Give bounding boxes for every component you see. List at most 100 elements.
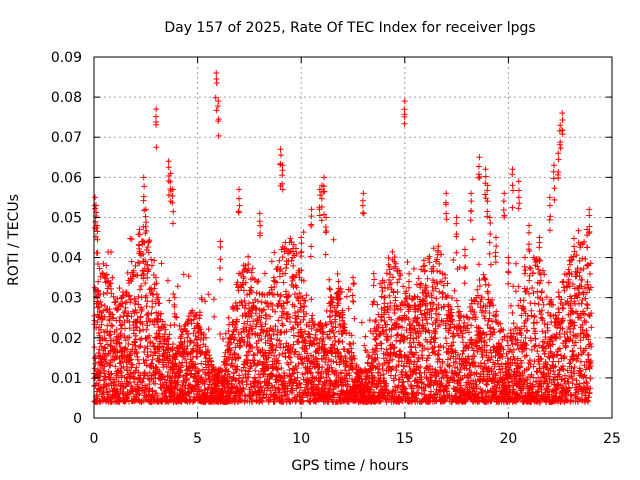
data-point (123, 289, 130, 296)
data-point (150, 342, 157, 349)
data-point (149, 298, 156, 305)
data-point (204, 386, 211, 393)
data-point (144, 322, 151, 329)
data-point (100, 367, 107, 374)
data-point (142, 280, 149, 287)
data-point (161, 376, 168, 383)
data-point (138, 282, 145, 289)
data-point (188, 320, 195, 327)
data-point (127, 296, 134, 303)
data-point (119, 300, 126, 307)
data-point (198, 360, 205, 367)
data-point (185, 320, 192, 327)
data-point (126, 292, 133, 299)
data-point (97, 369, 104, 376)
data-point (117, 314, 124, 321)
data-point (101, 314, 108, 321)
data-point (180, 271, 187, 278)
data-point (132, 262, 139, 269)
data-point (110, 315, 117, 322)
data-point (134, 356, 141, 363)
data-point (148, 310, 155, 317)
data-point (126, 334, 133, 341)
data-point (192, 385, 199, 392)
data-point (140, 270, 147, 277)
data-point (115, 378, 122, 385)
data-point (143, 292, 150, 299)
data-point (151, 380, 158, 387)
data-point (141, 369, 148, 376)
data-point (160, 361, 167, 368)
data-point (151, 349, 158, 356)
data-point (182, 355, 189, 362)
data-point (131, 295, 138, 302)
data-point (157, 338, 164, 345)
data-point (162, 326, 169, 333)
data-point (105, 381, 112, 388)
data-point (141, 265, 148, 272)
data-point (135, 391, 142, 398)
data-point (124, 269, 131, 276)
data-point (198, 374, 205, 381)
data-point (102, 272, 109, 279)
data-point (94, 260, 101, 267)
data-point (164, 277, 171, 284)
data-point (128, 313, 135, 320)
data-point (152, 274, 159, 281)
data-point (141, 348, 148, 355)
data-point (129, 361, 136, 368)
data-point (188, 338, 195, 345)
data-point (152, 350, 159, 357)
data-point (110, 293, 117, 300)
data-point (170, 291, 177, 298)
data-point (165, 368, 172, 375)
data-point (190, 316, 197, 323)
data-point (169, 347, 176, 354)
data-point (113, 306, 120, 313)
data-point (174, 381, 181, 388)
data-point (103, 262, 110, 269)
data-point (135, 369, 142, 376)
data-point (158, 260, 165, 267)
data-point (185, 331, 192, 338)
data-point (131, 339, 138, 346)
data-point (102, 279, 109, 286)
data-point (121, 325, 128, 332)
data-point (132, 306, 139, 313)
data-point (155, 331, 162, 338)
data-point (128, 236, 135, 243)
data-point (148, 262, 155, 269)
data-point (109, 274, 116, 281)
data-point (125, 293, 132, 300)
data-point (106, 306, 113, 313)
data-point (148, 360, 155, 367)
data-point (159, 318, 166, 325)
data-point (135, 259, 142, 266)
data-point (128, 258, 135, 265)
data-point (143, 357, 150, 364)
data-point (102, 345, 109, 352)
data-point (187, 310, 194, 317)
data-point (127, 356, 134, 363)
data-point (124, 394, 131, 401)
data-point (149, 356, 156, 363)
data-point (127, 299, 134, 306)
data-point (148, 256, 155, 263)
data-point (136, 360, 143, 367)
data-point (133, 364, 140, 371)
data-point (118, 346, 125, 353)
data-point (109, 323, 116, 330)
data-point (140, 238, 147, 245)
data-point (205, 347, 212, 354)
data-point (146, 237, 153, 244)
data-point (185, 273, 192, 280)
data-point (174, 377, 181, 384)
data-point (131, 375, 138, 382)
data-point (133, 309, 140, 316)
data-point (115, 306, 122, 313)
data-point (150, 340, 157, 347)
data-point (200, 331, 207, 338)
data-point (138, 306, 145, 313)
data-point (96, 265, 103, 272)
